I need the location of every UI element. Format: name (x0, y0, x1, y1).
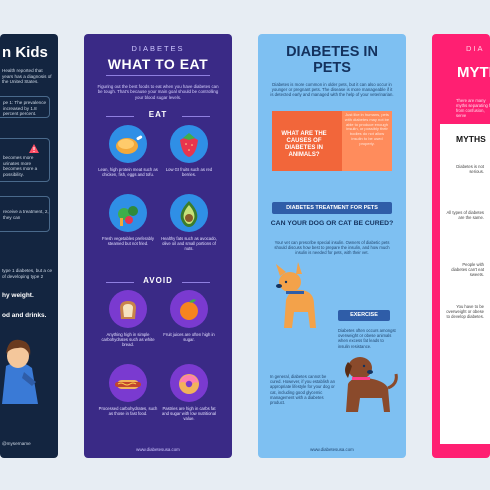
warning-icon (29, 144, 39, 153)
myths-panel (440, 124, 490, 444)
eat-card-intro: Figuring out the best foods to eat when … (97, 84, 219, 100)
avoid-caption-1: Anything high in simple carbohydrates su… (101, 332, 155, 347)
what-to-eat-card[interactable]: DIABETES WHAT TO EAT Figuring out the be… (84, 34, 232, 458)
orange-icon (170, 290, 208, 328)
kids-intro-text: Health reported that years has a diagnos… (2, 68, 52, 85)
eat-caption-4: Healthy fats such as avocado, olive oil … (161, 236, 217, 251)
divider (106, 116, 134, 117)
kids-lead-weight: hy weight. (2, 292, 34, 299)
kids-infographic-card[interactable]: n Kids Health reported that years has a … (0, 34, 58, 458)
avoid-caption-2: Fruit juices are often high in sugar. (163, 332, 215, 342)
cured-answer: Your vet can prescribe special insulin. … (274, 240, 390, 256)
eat-card-kicker: DIABETES (131, 44, 185, 53)
bread-icon (109, 290, 147, 328)
avoid-caption-4: Pastries are high in carbs fat and sugar… (161, 406, 216, 421)
kids-card-title: n Kids (2, 44, 48, 61)
title-divider (106, 75, 210, 76)
exercise-text: Diabetes often occurs amongst overweight… (338, 328, 396, 349)
myth-3: People with diabetes can't eat sweets. (451, 262, 484, 277)
divider (182, 116, 210, 117)
eat-caption-3: Fresh vegetables preferably steamed but … (102, 236, 154, 246)
causes-question: WHAT ARE THE CAUSES OF DIABETES IN ANIMA… (281, 131, 327, 158)
causes-panel: WHAT ARE THE CAUSES OF DIABETES IN ANIMA… (272, 111, 392, 171)
kids-stat-box-2: becomes more urinates more becomes more … (0, 138, 50, 182)
child-illustration-icon (2, 339, 38, 404)
kids-stat-box-3: receive a treatment, 2, they can (0, 196, 50, 232)
divider (106, 282, 134, 283)
donut-icon (170, 364, 208, 402)
strawberry-icon (170, 125, 208, 163)
eat-heading: EAT (148, 110, 168, 119)
pets-card-title: DIABETES IN PETS (286, 44, 378, 76)
myth-4: You have to be overweight or obese to de… (446, 304, 484, 319)
diabetes-myths-card[interactable]: DIA MYTH There are many myths separating… (432, 34, 490, 458)
cured-question: CAN YOUR DOG OR CAT BE CURED? (270, 220, 394, 227)
pets-card-url[interactable]: www.diabetesusa.com (310, 447, 354, 452)
avoid-caption-3: Processed carbohydrates, such as those i… (98, 406, 158, 416)
divider (182, 282, 210, 283)
vegetables-icon (109, 194, 147, 232)
pets-intro-text: Diabetes is more common in older pets, b… (270, 82, 394, 98)
myth-1: Diabetes is not serious. (456, 164, 484, 174)
avoid-heading: AVOID (143, 276, 173, 285)
avocado-icon (170, 194, 208, 232)
general-text: In general, diabetes cannot be cured. Ho… (270, 374, 335, 406)
eat-card-url[interactable]: www.diabetesusa.com (136, 447, 180, 452)
eat-caption-1: Lean, high protein meat such as chicken,… (98, 167, 158, 177)
myths-intro-text: There are many myths separating fact fro… (456, 98, 490, 118)
exercise-badge: EXERCISE (338, 310, 390, 321)
eat-caption-2: Low GI fruits such as red berries. (165, 167, 213, 177)
myths-panel-heading: MYTHS (456, 134, 486, 144)
kids-stat-box-1: pe 1: The prevalence increased by 1.8 pe… (0, 96, 50, 118)
myths-card-title: MYTH (457, 64, 490, 81)
dog-illustration-icon (276, 262, 316, 328)
puppy-illustration-icon (345, 357, 398, 412)
chicken-icon (109, 125, 147, 163)
causes-answer-panel (342, 111, 392, 171)
treatment-banner: DIABETES TREATMENT FOR PETS (272, 202, 392, 214)
eat-card-title: WHAT TO EAT (107, 56, 209, 72)
hotdog-icon (109, 364, 147, 402)
diabetes-in-pets-card[interactable]: DIABETES IN PETS Diabetes is more common… (258, 34, 406, 458)
kids-footer-handle: @mysername (2, 441, 31, 446)
myths-card-kicker: DIA (466, 44, 485, 53)
myth-2: All types of diabetes are the same. (446, 210, 484, 220)
kids-mid-text: type 1 diabetes, but a ce of developing … (2, 268, 53, 279)
causes-answer: Just like in humans, pets with diabetes … (344, 112, 390, 146)
kids-lead-food: od and drinks. (2, 312, 47, 319)
